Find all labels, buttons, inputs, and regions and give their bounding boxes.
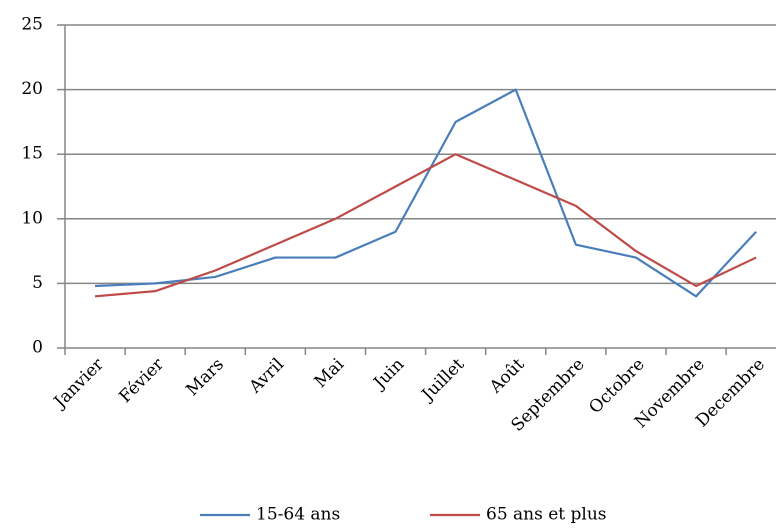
- legend-label: 15-64 ans: [256, 505, 340, 525]
- x-tick-label: Mai: [311, 354, 349, 392]
- x-tick-label: Janvier: [49, 354, 108, 413]
- y-tick-label: 20: [21, 79, 43, 99]
- y-tick-label: 5: [32, 273, 43, 293]
- x-tick-label: Avril: [245, 355, 288, 398]
- x-tick-label: Févier: [115, 354, 168, 407]
- x-tick-label: Août: [485, 354, 528, 397]
- y-tick-label: 0: [32, 338, 43, 358]
- x-tick-label: Juin: [369, 355, 409, 395]
- x-tick-label: Octobre: [585, 355, 648, 418]
- legend-label: 65 ans et plus: [486, 505, 607, 525]
- y-tick-label: 25: [21, 15, 43, 35]
- series-line: [95, 88, 757, 298]
- x-tick-label: Juillet: [417, 354, 469, 406]
- y-tick-label: 15: [21, 144, 43, 164]
- x-tick-label: Mars: [182, 355, 228, 401]
- y-tick-label: 10: [21, 208, 43, 228]
- series-line: [94, 153, 757, 298]
